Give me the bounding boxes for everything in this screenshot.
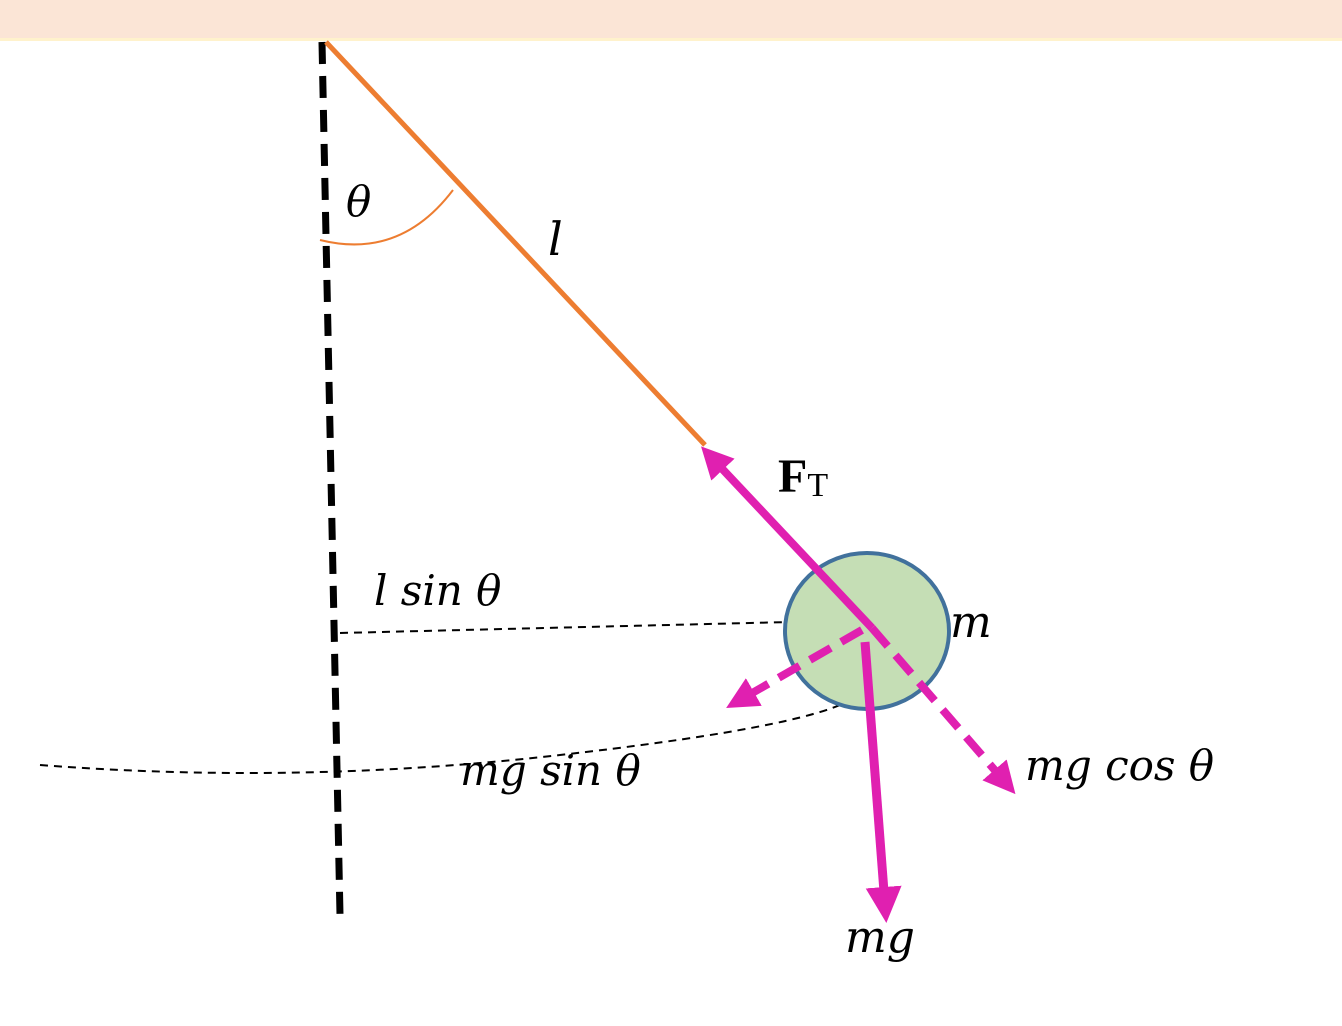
gravity-force-arrow bbox=[860, 641, 902, 923]
tension-label-subscript: T bbox=[807, 467, 828, 504]
l-sin-theta-label: l sin θ bbox=[374, 566, 501, 615]
angle-arc bbox=[319, 189, 454, 246]
tension-label-main: F bbox=[778, 450, 807, 503]
mg-sin-theta-arrow bbox=[726, 626, 864, 708]
pendulum-string bbox=[324, 40, 707, 447]
horizontal-displacement-line bbox=[339, 619, 873, 634]
header-band bbox=[0, 0, 1342, 41]
tension-force-arrow bbox=[701, 446, 875, 631]
swing-arc bbox=[39, 704, 841, 774]
mg-sin-theta-label: mg sin θ bbox=[460, 746, 641, 795]
vertical-reference-line bbox=[318, 41, 344, 916]
theta-label: θ bbox=[346, 177, 371, 226]
mass-label: m bbox=[950, 597, 992, 648]
tension-label: FT bbox=[778, 450, 828, 504]
length-label: l bbox=[548, 212, 563, 266]
mg-cos-theta-label: mg cos θ bbox=[1025, 741, 1214, 790]
gravity-label: mg bbox=[845, 912, 915, 963]
